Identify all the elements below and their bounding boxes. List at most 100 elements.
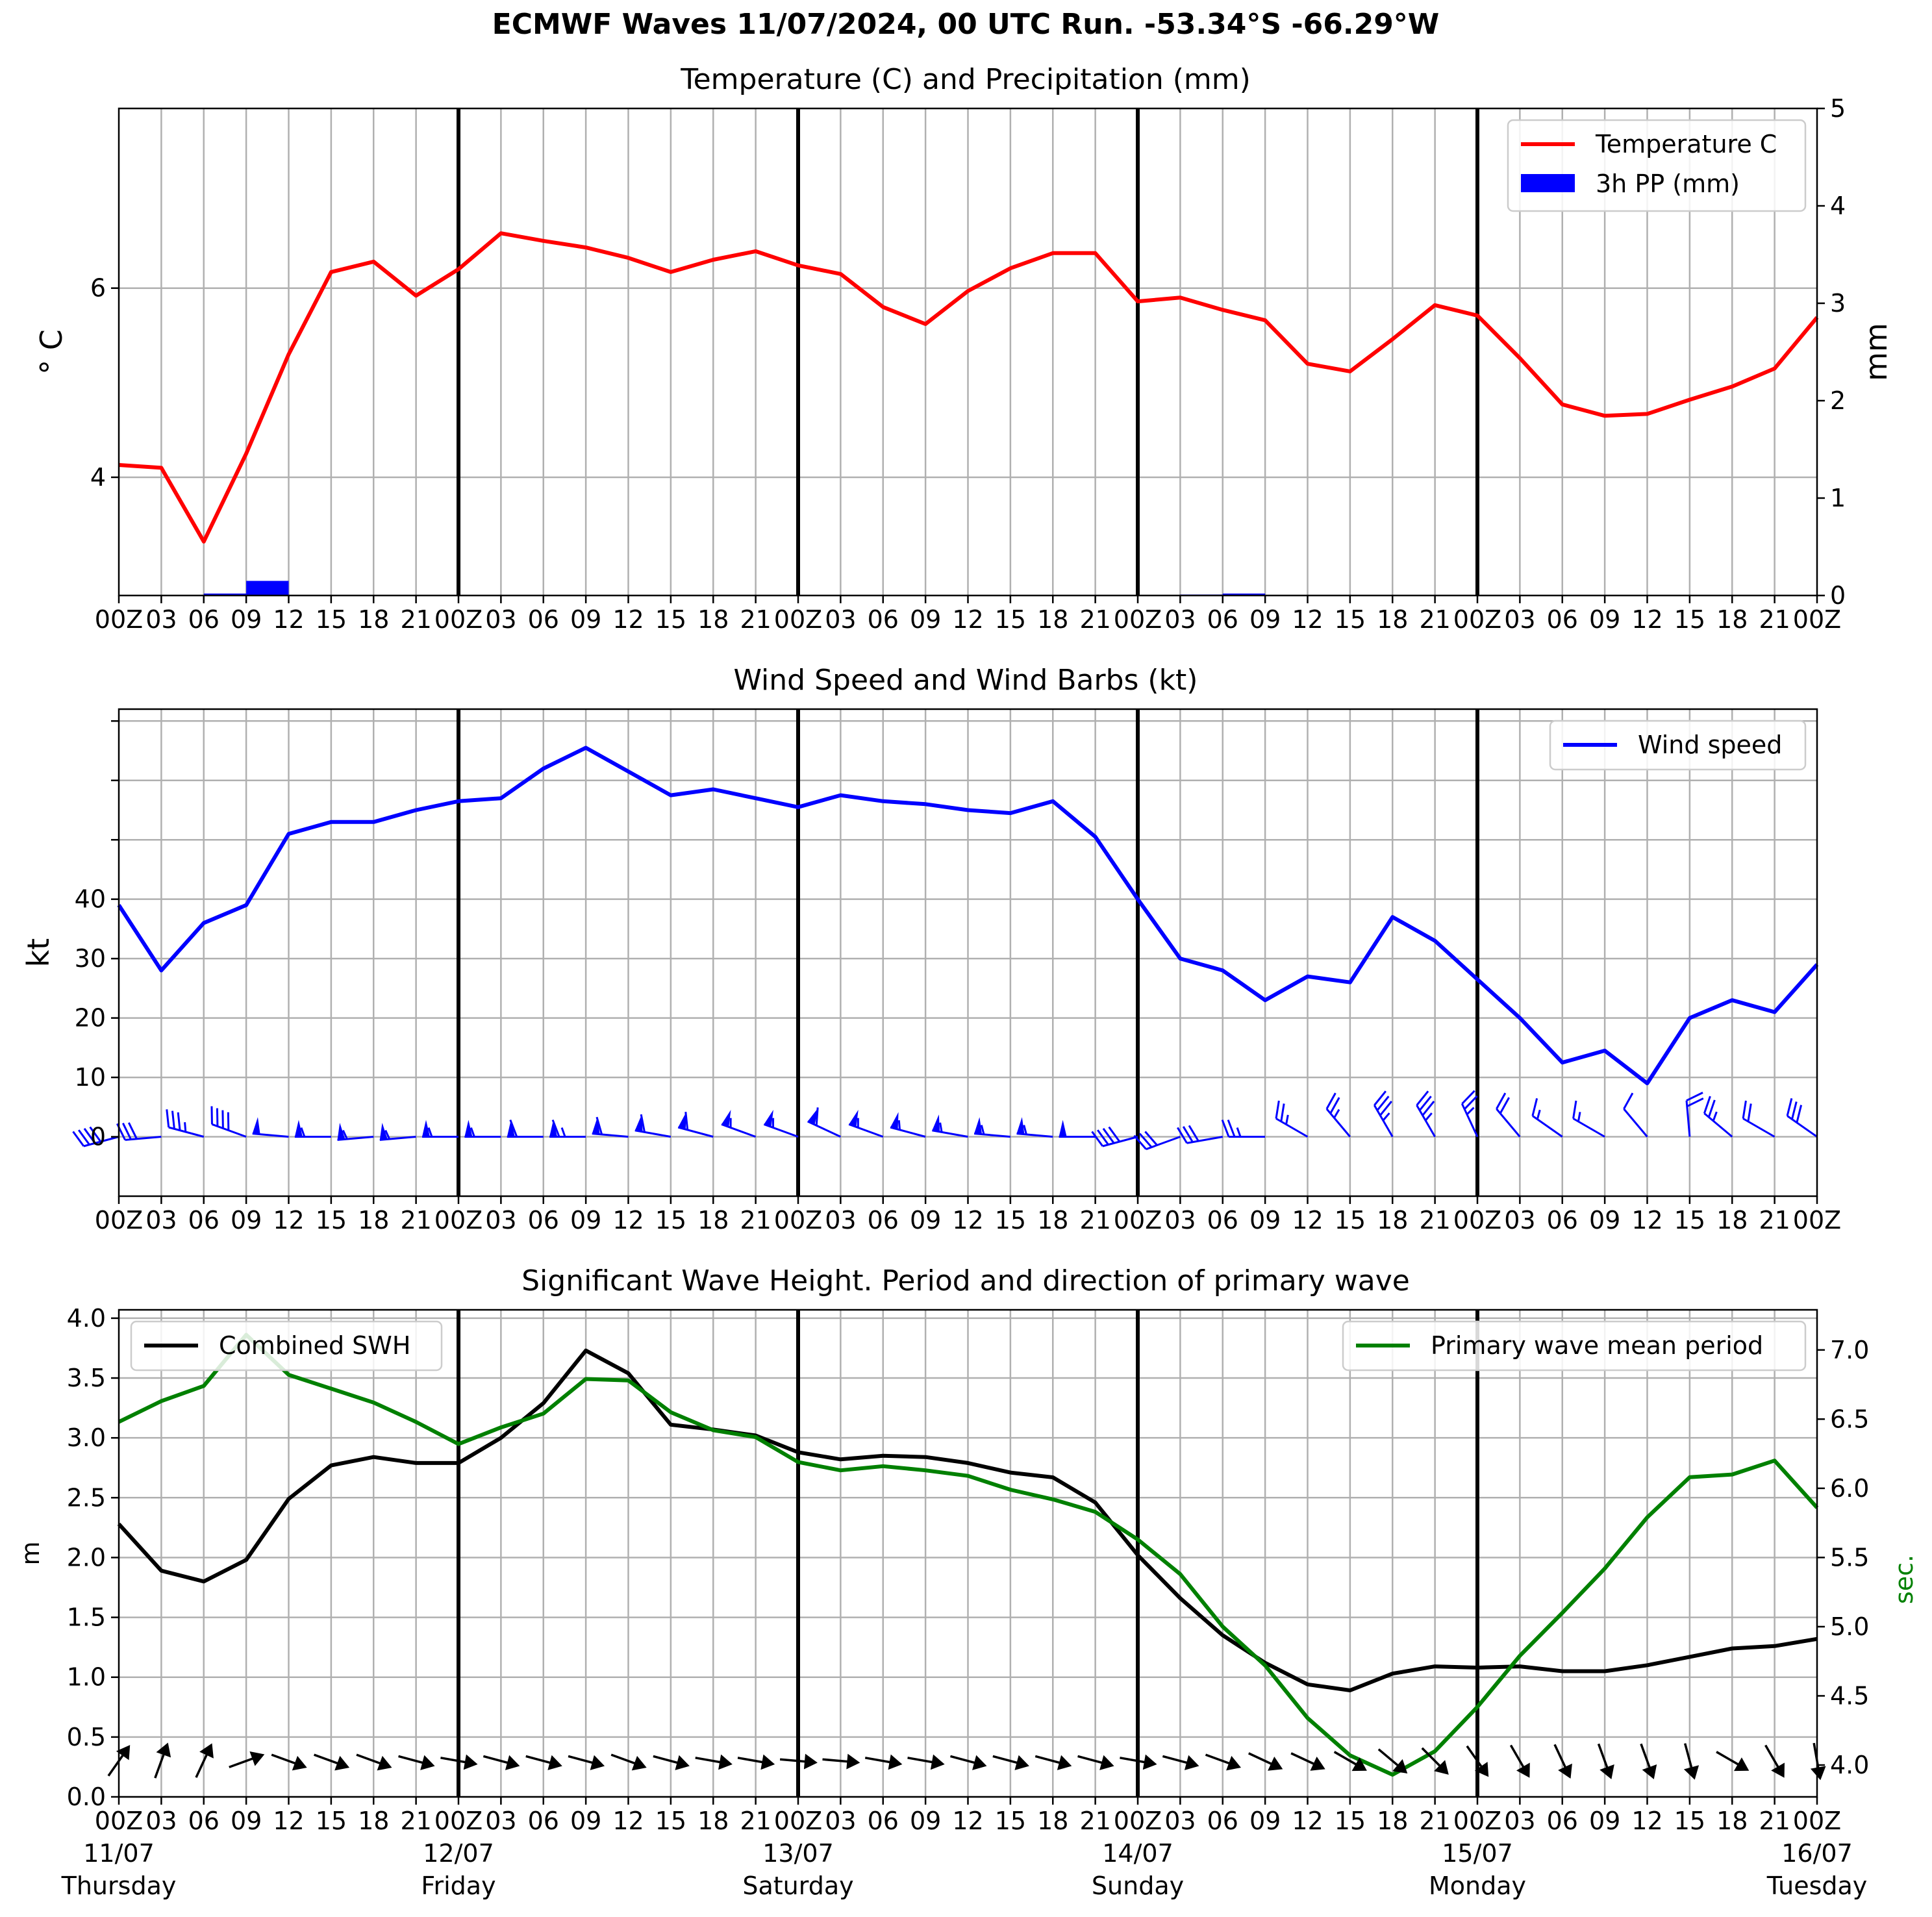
- wind-barb: [422, 1120, 458, 1138]
- x-tick-label: 00Z: [95, 1807, 143, 1835]
- wind-barb-flag: [1182, 1126, 1194, 1143]
- y-tick-label: 4: [90, 463, 106, 492]
- wind-barb-flag: [1329, 1097, 1340, 1114]
- wind-barb-half-flag: [857, 1118, 859, 1128]
- wind-barb-flag: [1687, 1097, 1704, 1108]
- wave-arrow-head: [1226, 1755, 1241, 1771]
- wave-arrow-head: [1351, 1757, 1367, 1772]
- wind-barb-flag: [1188, 1125, 1199, 1142]
- x-tick-label: 09: [1589, 1206, 1620, 1234]
- wind-barb-half-flag: [1712, 1111, 1718, 1121]
- x-tick-label: 09: [1249, 1206, 1281, 1234]
- x-tick-label: 21: [1079, 1807, 1110, 1835]
- wave-direction-arrow: [992, 1755, 1029, 1770]
- wind-barb-flag: [551, 1119, 560, 1138]
- wave-direction-arrow: [1716, 1751, 1750, 1772]
- x-tick-label: 15: [655, 1807, 686, 1835]
- legend-precip-label: 3h PP (mm): [1596, 169, 1740, 198]
- wave-arrow-shaft: [1764, 1744, 1781, 1770]
- wind-barb-pennant: [764, 1109, 773, 1127]
- x-tick-label: 00Z: [1453, 1807, 1501, 1835]
- x-tick-label: 21: [400, 1807, 431, 1835]
- x-tick-label: 03: [825, 605, 856, 634]
- wave-arrow-shaft: [1597, 1743, 1609, 1770]
- wind-barb-flag: [127, 1122, 138, 1140]
- wind-barb: [1374, 1090, 1394, 1138]
- wave-arrow-shaft: [992, 1755, 1020, 1765]
- x-tick-label: 12: [273, 1807, 304, 1835]
- x-tick-label: 06: [868, 1206, 899, 1234]
- y-tick-label: 1.0: [67, 1663, 106, 1692]
- wind-barb-staff: [252, 1133, 289, 1138]
- y-tick-label: 30: [75, 944, 106, 973]
- legend-period-label: Primary wave mean period: [1431, 1331, 1763, 1360]
- wind-barb-flag: [509, 1119, 518, 1138]
- wind-barb: [337, 1122, 374, 1141]
- wind-barb-staff: [932, 1129, 968, 1138]
- wind-barb-half-flag: [939, 1122, 943, 1133]
- weekday-label: Sunday: [1092, 1872, 1184, 1900]
- wave-direction-arrow: [195, 1743, 214, 1778]
- wind-barb-half-flag: [897, 1120, 901, 1131]
- precip-bar: [246, 581, 289, 595]
- wind-barb-half-flag: [300, 1127, 306, 1138]
- x-tick-label: 03: [485, 1807, 516, 1835]
- x-tick-label: 12: [1292, 1807, 1323, 1835]
- wave-direction-arrow: [398, 1755, 435, 1770]
- wave-arrow-shaft: [1077, 1755, 1105, 1765]
- weekday-label: Monday: [1429, 1872, 1526, 1900]
- wind-barb-pennant: [252, 1117, 260, 1134]
- x-tick-label: 09: [231, 1807, 262, 1835]
- wind-barb-staff: [1787, 1115, 1818, 1138]
- y-axis-label: kt: [21, 938, 56, 968]
- wave-arrow-shaft: [1248, 1752, 1274, 1766]
- wind-barb-flag: [177, 1112, 181, 1131]
- wave-direction-arrow: [1248, 1752, 1283, 1771]
- wind-barb-flag: [640, 1114, 646, 1133]
- y-tick-label: 0.0: [67, 1783, 106, 1811]
- wind-barb-flag: [216, 1108, 219, 1127]
- wave-arrow-head: [116, 1745, 131, 1760]
- wave-direction-arrow: [1509, 1744, 1530, 1778]
- y2-tick-label: 4: [1830, 192, 1846, 220]
- legend-precip-swatch: [1521, 174, 1575, 192]
- x-tick-label: 18: [358, 1807, 389, 1835]
- x-tick-label: 06: [1547, 1807, 1578, 1835]
- wind-barb-half-flag: [1577, 1112, 1581, 1122]
- x-tick-label: 18: [1037, 1206, 1068, 1234]
- wind-barb-pennant: [294, 1120, 303, 1137]
- wave-direction-arrow: [1640, 1743, 1657, 1779]
- wind-barb-flag: [1138, 1133, 1153, 1148]
- y-tick-label: 3.0: [67, 1423, 106, 1452]
- wind-barb-pennant: [507, 1120, 515, 1137]
- x-tick-label: 12: [1631, 1807, 1662, 1835]
- wind-barb-flag: [1791, 1101, 1798, 1120]
- wind-barb-flag: [1091, 1131, 1104, 1147]
- wave-arrow-head: [1642, 1764, 1657, 1779]
- x-tick-label: 18: [1716, 605, 1748, 634]
- wind-barb-flag: [1275, 1100, 1280, 1119]
- wind-barb: [166, 1109, 205, 1138]
- wind-barb-flag: [1416, 1090, 1429, 1106]
- wave-direction-arrow: [107, 1745, 131, 1777]
- date-label: 12/07: [423, 1839, 494, 1868]
- wind-barb-staff: [807, 1120, 842, 1138]
- wave-arrow-head: [1268, 1757, 1283, 1771]
- x-tick-label: 18: [358, 605, 389, 634]
- x-tick-label: 00Z: [1793, 1807, 1841, 1835]
- y-axis-label: ° C: [34, 329, 69, 375]
- x-tick-label: 12: [612, 1206, 644, 1234]
- wave-arrow-head: [1057, 1755, 1072, 1770]
- wind-barb-pennant: [932, 1114, 940, 1132]
- swh-line: [117, 1348, 1818, 1692]
- wind-barb-flag: [171, 1110, 175, 1129]
- precip-bar: [1222, 594, 1266, 595]
- wave-arrow-head: [930, 1754, 945, 1770]
- x-tick-label: 03: [1504, 605, 1535, 634]
- x-tick-label: 09: [570, 605, 601, 634]
- wind-barb-half-flag: [1285, 1114, 1289, 1125]
- weekday-label: Tuesday: [1766, 1872, 1868, 1900]
- temperature-line: [118, 231, 1819, 544]
- x-tick-label: 00Z: [95, 1206, 143, 1234]
- wind-barb-staff: [1703, 1112, 1733, 1138]
